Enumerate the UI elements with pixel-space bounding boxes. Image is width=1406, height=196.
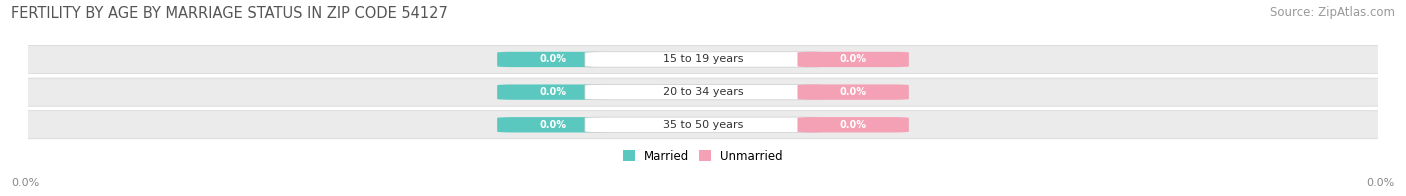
- FancyBboxPatch shape: [585, 84, 821, 100]
- Text: 0.0%: 0.0%: [839, 87, 866, 97]
- Text: 0.0%: 0.0%: [839, 54, 866, 64]
- Text: FERTILITY BY AGE BY MARRIAGE STATUS IN ZIP CODE 54127: FERTILITY BY AGE BY MARRIAGE STATUS IN Z…: [11, 6, 449, 21]
- FancyBboxPatch shape: [8, 45, 1398, 74]
- FancyBboxPatch shape: [797, 117, 908, 132]
- Text: 0.0%: 0.0%: [1367, 178, 1395, 188]
- Text: 0.0%: 0.0%: [540, 87, 567, 97]
- FancyBboxPatch shape: [797, 84, 908, 100]
- FancyBboxPatch shape: [8, 78, 1398, 106]
- Text: 20 to 34 years: 20 to 34 years: [662, 87, 744, 97]
- FancyBboxPatch shape: [797, 52, 908, 67]
- Text: Source: ZipAtlas.com: Source: ZipAtlas.com: [1270, 6, 1395, 19]
- Text: 0.0%: 0.0%: [11, 178, 39, 188]
- Legend: Married, Unmarried: Married, Unmarried: [623, 150, 783, 163]
- FancyBboxPatch shape: [585, 52, 821, 67]
- FancyBboxPatch shape: [498, 84, 609, 100]
- FancyBboxPatch shape: [8, 111, 1398, 139]
- FancyBboxPatch shape: [498, 117, 609, 132]
- Text: 35 to 50 years: 35 to 50 years: [662, 120, 744, 130]
- Text: 0.0%: 0.0%: [540, 120, 567, 130]
- Text: 0.0%: 0.0%: [839, 120, 866, 130]
- Text: 15 to 19 years: 15 to 19 years: [662, 54, 744, 64]
- FancyBboxPatch shape: [498, 52, 609, 67]
- Text: 0.0%: 0.0%: [540, 54, 567, 64]
- FancyBboxPatch shape: [585, 117, 821, 132]
